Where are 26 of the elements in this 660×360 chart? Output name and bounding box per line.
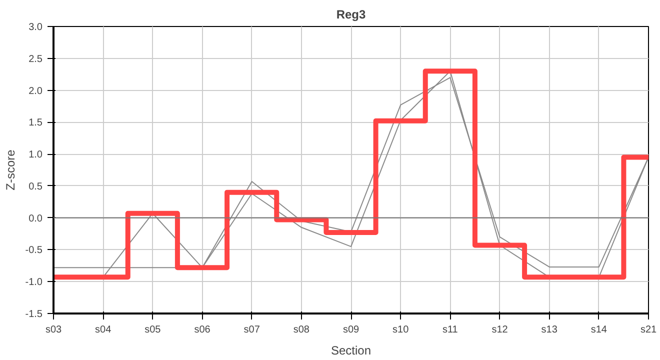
y-tick-label: -0.5 <box>25 245 43 256</box>
x-tick-label: s03 <box>45 324 62 336</box>
x-tick-label: s10 <box>392 324 410 336</box>
y-tick-label: -1.5 <box>25 309 43 320</box>
x-tick-label: s04 <box>95 324 112 336</box>
x-tick-label: s07 <box>244 324 260 336</box>
x-tick-label: s12 <box>492 324 508 336</box>
chart-title: Reg3 <box>336 8 366 22</box>
x-tick-label: s14 <box>590 324 608 336</box>
y-tick-label: 3.0 <box>28 22 43 33</box>
y-tick-label: 1.5 <box>28 118 43 129</box>
x-tick-label: s13 <box>541 324 558 336</box>
x-tick-label: s05 <box>144 324 162 336</box>
x-axis-title: Section <box>330 344 372 358</box>
x-tick-label: s11 <box>442 324 458 336</box>
x-tick-label: s21 <box>640 324 657 336</box>
x-tick-label: s08 <box>293 324 310 336</box>
y-tick-label: 2.5 <box>28 54 43 65</box>
y-tick-label: 2.0 <box>28 86 43 97</box>
y-tick-label: 0.5 <box>28 181 43 192</box>
y-tick-label: 1.0 <box>28 150 43 161</box>
y-axis-title: Z-score <box>3 149 18 190</box>
y-tick-label: -1.0 <box>25 277 43 288</box>
y-tick-label: 0.0 <box>28 213 43 224</box>
x-tick-label: s09 <box>342 324 360 336</box>
x-tick-label: s06 <box>194 324 211 336</box>
